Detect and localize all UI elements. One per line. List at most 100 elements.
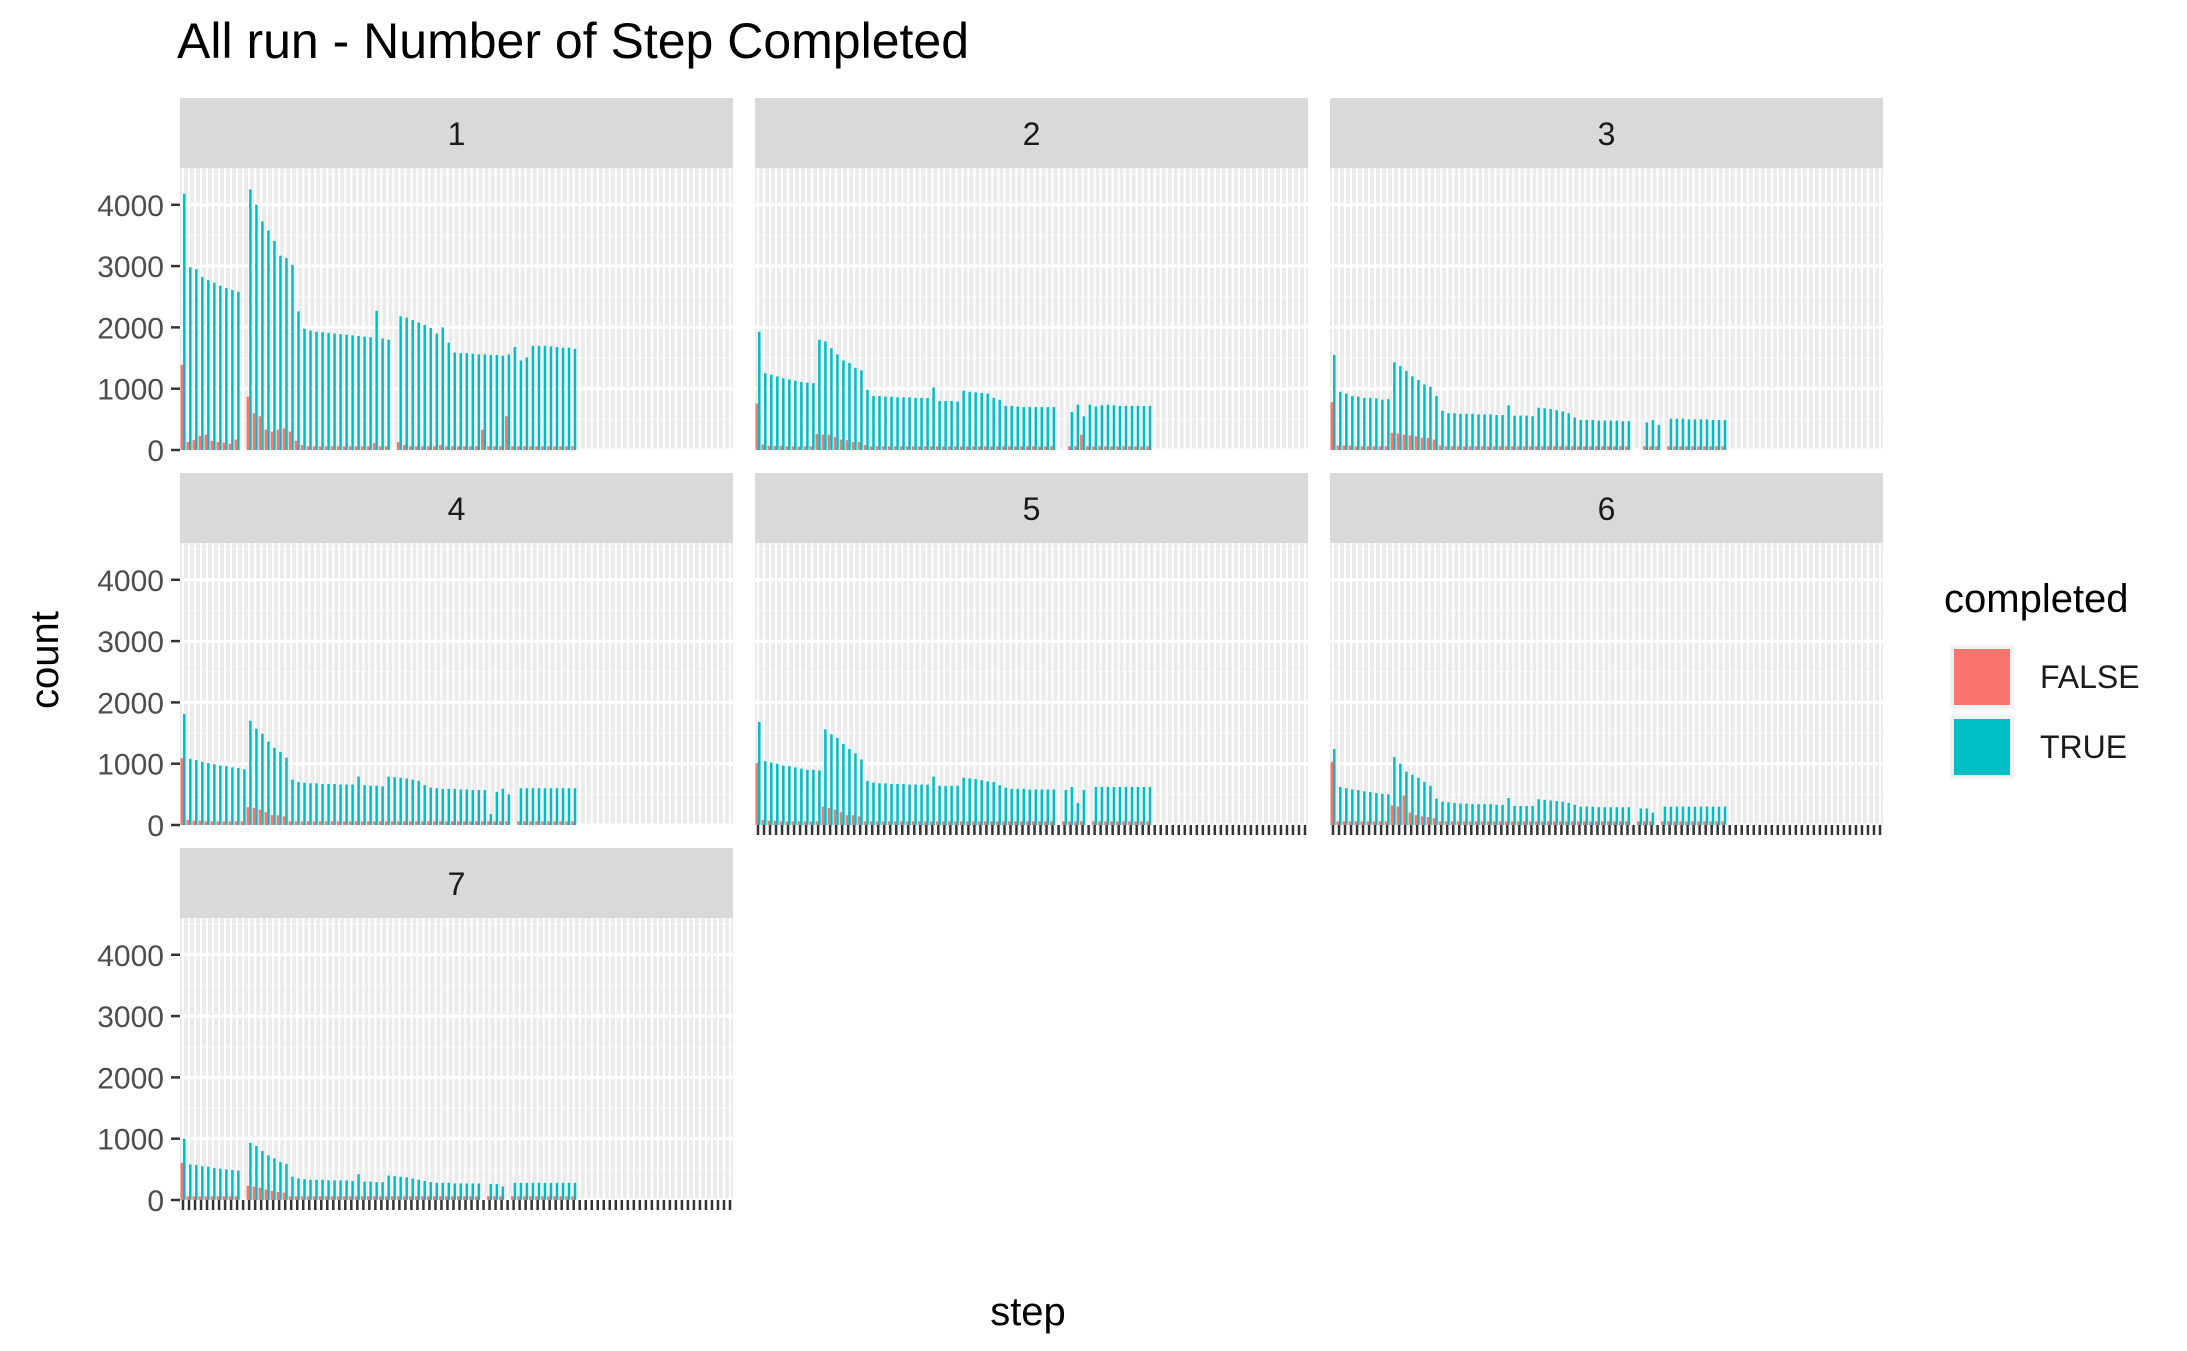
bar-true xyxy=(237,1170,240,1200)
bar-true xyxy=(207,280,210,450)
bar-false xyxy=(1116,446,1119,450)
bar-false xyxy=(481,429,484,450)
bar-false xyxy=(547,1196,550,1200)
bar-false xyxy=(1456,821,1460,825)
y-axis: 0 1000 2000 3000 4000 xyxy=(97,565,180,843)
panel-background xyxy=(1330,543,1883,825)
bar-false xyxy=(923,446,927,450)
legend: completed FALSE TRUE xyxy=(1944,577,2140,779)
bar-true xyxy=(477,354,481,450)
bar-false xyxy=(1432,439,1436,450)
bar-false xyxy=(1104,446,1107,450)
bar-false xyxy=(300,1196,304,1200)
bar-false xyxy=(300,445,304,450)
bar-true xyxy=(974,392,977,450)
bar-true xyxy=(309,330,312,450)
bar-true xyxy=(225,1169,228,1200)
bar-true xyxy=(854,753,857,825)
bar-true xyxy=(950,785,953,825)
bar-false xyxy=(1336,821,1340,825)
bar-true xyxy=(1669,806,1673,825)
bar-false xyxy=(857,816,861,825)
bar-false xyxy=(911,446,915,450)
bar-false xyxy=(547,446,550,450)
grid-lines xyxy=(180,543,733,827)
bar-true xyxy=(1381,399,1384,450)
bar-false xyxy=(246,807,250,825)
bar-false xyxy=(204,821,208,825)
bar-false xyxy=(396,1196,400,1200)
bar-true xyxy=(435,333,438,450)
bar-true xyxy=(998,399,1001,450)
bar-true xyxy=(860,759,863,825)
bar-true xyxy=(1693,806,1697,825)
bar-true xyxy=(824,341,827,450)
bar-true xyxy=(1417,380,1420,450)
bar-false xyxy=(186,820,190,825)
bar-true xyxy=(1603,807,1607,825)
facet-panel-2: 2 xyxy=(755,98,1308,452)
bar-true xyxy=(1088,404,1092,450)
bar-true xyxy=(345,334,348,450)
bar-true xyxy=(477,1183,481,1200)
bar-false xyxy=(1122,821,1125,825)
bar-false xyxy=(390,821,394,825)
bar-true xyxy=(788,379,791,450)
bar-false xyxy=(1492,446,1496,450)
bar-true xyxy=(1675,418,1679,450)
panel-background xyxy=(180,918,733,1200)
bar-false xyxy=(529,446,532,450)
bar-false xyxy=(1510,821,1514,825)
bar-true xyxy=(375,785,378,825)
bar-false xyxy=(276,429,280,450)
bar-true xyxy=(968,778,971,825)
bar-true xyxy=(285,258,288,450)
bar-false xyxy=(773,445,777,450)
bar-false xyxy=(499,1196,502,1200)
bar-true xyxy=(363,785,366,825)
bar-false xyxy=(198,435,202,450)
bar-true xyxy=(1124,405,1128,450)
bar-true xyxy=(776,763,779,825)
bar-false xyxy=(456,446,460,450)
facet-strip-label: 7 xyxy=(448,866,466,902)
bar-false xyxy=(1643,446,1646,450)
bar-false xyxy=(306,446,310,450)
bar-true xyxy=(1076,404,1080,450)
bar-false xyxy=(875,821,879,825)
bar-true xyxy=(249,189,252,450)
x-axis xyxy=(1331,825,1882,835)
bar-false xyxy=(1444,446,1448,450)
bar-true xyxy=(986,781,989,825)
bar-false xyxy=(1582,821,1586,825)
bar-true xyxy=(489,813,493,825)
bar-true xyxy=(429,787,432,825)
bar-true xyxy=(1423,782,1426,825)
bar-true xyxy=(1723,806,1727,825)
bar-false xyxy=(1025,446,1029,450)
bar-true xyxy=(908,397,911,450)
bar-true xyxy=(1579,419,1582,450)
bar-true xyxy=(1375,398,1378,450)
bar-true xyxy=(261,733,264,825)
bar-false xyxy=(312,446,316,450)
bar-false xyxy=(1396,806,1400,825)
bar-false xyxy=(1703,446,1706,450)
bar-true xyxy=(1615,420,1619,450)
bar-true xyxy=(183,1138,186,1200)
bar-false xyxy=(252,1186,256,1200)
bar-true xyxy=(567,788,571,825)
bar-true xyxy=(758,722,761,825)
bar-false xyxy=(234,821,238,825)
bar-true xyxy=(417,1179,420,1200)
bar-false xyxy=(330,821,334,825)
bar-false xyxy=(1643,821,1646,825)
bar-true xyxy=(812,769,815,825)
grid-lines xyxy=(180,918,733,1202)
bar-true xyxy=(381,338,384,450)
bar-true xyxy=(1717,806,1721,825)
bar-false xyxy=(1019,821,1023,825)
bar-false xyxy=(851,442,855,450)
bar-false xyxy=(306,821,310,825)
facet-panel-4: 4 0 1000 2000 3000 4000 xyxy=(97,473,733,843)
